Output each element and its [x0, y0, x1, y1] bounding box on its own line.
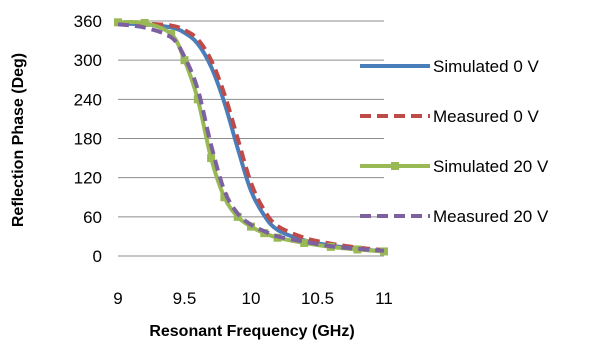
legend: Simulated 0 V Measured 0 V Simulated 20 V M… — [360, 57, 549, 226]
series-marker — [300, 238, 309, 247]
series-marker — [207, 154, 216, 163]
series-marker — [167, 30, 176, 39]
series-marker — [114, 18, 122, 27]
legend-label-4: Measured 20 V — [433, 207, 549, 226]
gridlines — [118, 20, 384, 257]
x-tick-labels: 9 9.5 10 10.5 11 — [113, 289, 393, 308]
legend-marker — [391, 162, 399, 170]
legend-label-2: Measured 0 V — [433, 107, 539, 126]
x-tick-label: 9.5 — [173, 289, 197, 308]
y-tick-label: 300 — [74, 51, 102, 70]
y-tick-label: 60 — [83, 208, 102, 227]
x-tick-label: 11 — [375, 289, 393, 308]
x-tick-label: 10 — [242, 289, 261, 308]
series-line-2 — [117, 20, 385, 253]
y-tick-label: 120 — [74, 169, 102, 188]
series-line-4 — [117, 22, 385, 253]
series-marker — [233, 212, 242, 221]
y-axis-title: Reflection Phase (Deg) — [10, 53, 27, 227]
series-marker — [193, 95, 202, 104]
legend-label-1: Simulated 0 V — [433, 57, 539, 76]
series-marker — [380, 247, 388, 256]
y-tick-labels: 0 60 120 180 240 300 360 — [74, 12, 102, 266]
x-axis-title: Resonant Frequency (GHz) — [149, 323, 354, 340]
y-tick-label: 360 — [74, 12, 102, 31]
x-tick-label: 9 — [113, 289, 122, 308]
series-marker — [140, 18, 149, 27]
y-tick-label: 0 — [93, 247, 102, 266]
y-tick-label: 180 — [74, 130, 102, 149]
x-tick-label: 10.5 — [301, 289, 334, 308]
series-marker — [180, 56, 189, 65]
series-lines — [114, 18, 388, 256]
legend-label-3: Simulated 20 V — [433, 157, 549, 176]
series-marker — [353, 245, 362, 254]
y-tick-label: 240 — [74, 90, 102, 109]
series-marker — [220, 193, 229, 202]
